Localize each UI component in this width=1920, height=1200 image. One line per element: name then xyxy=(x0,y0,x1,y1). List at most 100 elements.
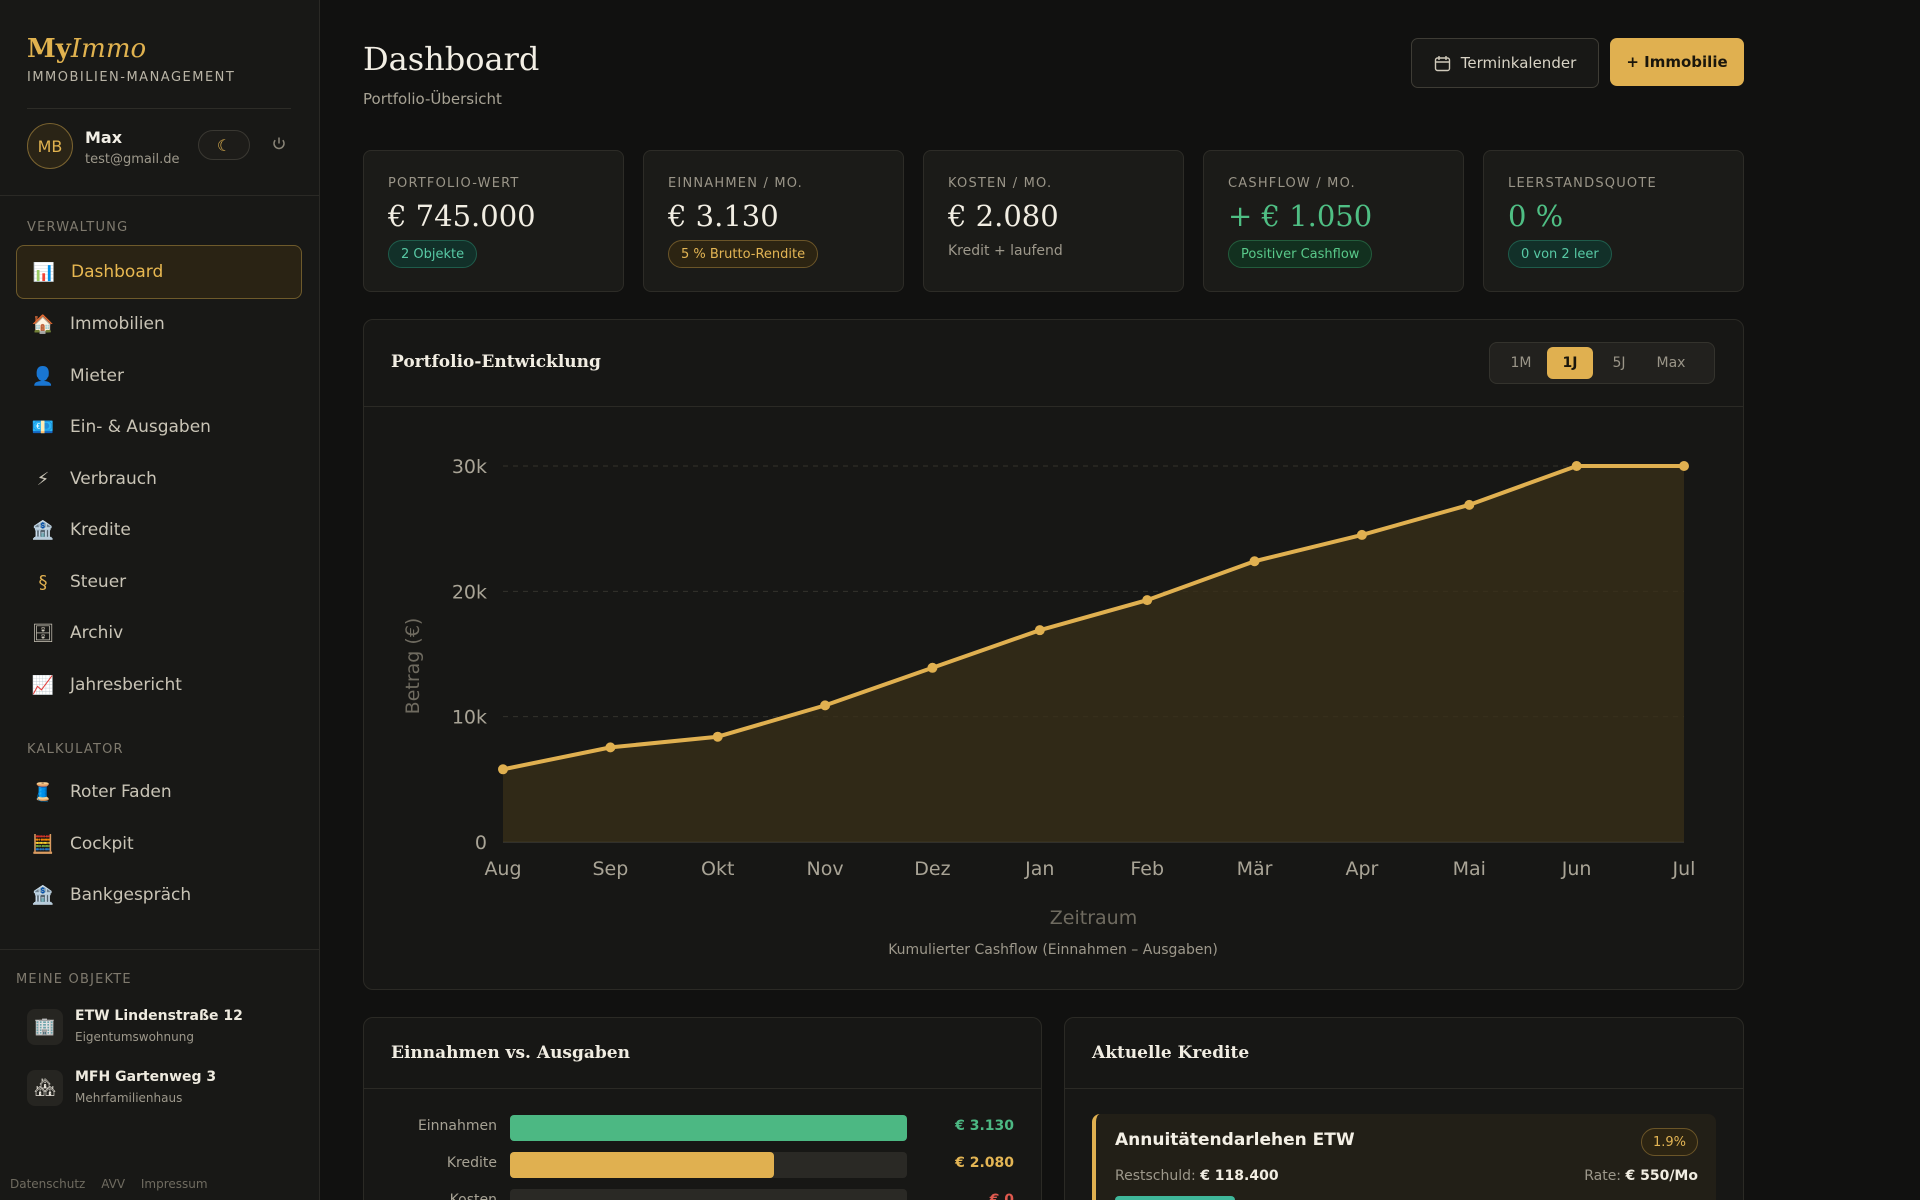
nav-item-bankgespraech[interactable]: 🏦 Bankgespräch xyxy=(16,868,302,922)
bar-track xyxy=(510,1115,907,1141)
nav-item-cockpit[interactable]: 🧮 Cockpit xyxy=(16,817,302,871)
user-email: test@gmail.de xyxy=(85,152,180,167)
add-property-button[interactable]: + Immobilie xyxy=(1610,38,1744,86)
divider xyxy=(0,195,320,196)
loan-name: Annuitätendarlehen ETW xyxy=(1115,1130,1355,1150)
sidebar: MyImmo IMMOBILIEN-MANAGEMENT MB Max test… xyxy=(0,0,320,1200)
nav-item-archiv[interactable]: 🗄 Archiv xyxy=(16,606,302,660)
object-name: ETW Lindenstraße 12 xyxy=(75,1008,243,1024)
y-axis-title: Betrag (€) xyxy=(402,618,424,715)
avatar[interactable]: MB xyxy=(27,123,73,169)
calendar-button[interactable]: Terminkalender xyxy=(1411,38,1599,88)
nav-section-label: VERWALTUNG xyxy=(27,220,129,235)
object-item[interactable]: 🏢 ETW Lindenstraße 12 Eigentumswohnung xyxy=(27,1006,297,1050)
data-point xyxy=(1356,529,1367,540)
paragraph-icon: § xyxy=(38,571,48,593)
brand-name-first: My xyxy=(27,34,71,64)
theme-toggle-button[interactable]: ☾ xyxy=(198,130,250,160)
bar-chart-icon: 📊 xyxy=(32,261,56,283)
chart-caption: Kumulierter Cashflow (Einnahmen – Ausgab… xyxy=(888,942,1218,958)
logout-button[interactable] xyxy=(267,132,291,156)
kpi-badge: 5 % Brutto-Rendite xyxy=(668,240,819,268)
range-option-1j[interactable]: 1J xyxy=(1547,347,1593,379)
card-title: Portfolio-Entwicklung xyxy=(391,352,601,372)
nav-item-label: Roter Faden xyxy=(70,782,172,802)
data-point xyxy=(498,764,508,775)
nav-item-ein-ausgaben[interactable]: 💶 Ein- & Ausgaben xyxy=(16,400,302,454)
x-tick-label: Okt xyxy=(701,858,734,880)
x-tick-label: Dez xyxy=(914,858,950,880)
nav-item-kredite[interactable]: 🏦 Kredite xyxy=(16,503,302,557)
nav-item-label: Immobilien xyxy=(70,314,165,334)
nav-item-verbrauch[interactable]: ⚡ Verbrauch xyxy=(16,452,302,506)
nav-item-label: Cockpit xyxy=(70,834,134,854)
footer-links: Datenschutz AVV Impressum xyxy=(10,1177,220,1191)
nav-item-mieter[interactable]: 👤 Mieter xyxy=(16,349,302,403)
portfolio-chart: 0 10k 20k 30k Aug Sep Okt Nov Dez Jan Feb Mär Apr Mai… xyxy=(402,456,1695,926)
bank-icon: 🏦 xyxy=(31,884,55,906)
kpi-value: € 745.000 xyxy=(388,199,536,233)
bar-row-income: Einnahmen € 3.130 xyxy=(363,1113,1014,1141)
y-tick-label: 20k xyxy=(452,581,487,603)
nav-item-dashboard[interactable]: 📊 Dashboard xyxy=(16,245,302,299)
range-option-1m[interactable]: 1M xyxy=(1510,355,1532,371)
loan-remaining-debt: Restschuld: € 118.400 xyxy=(1115,1168,1279,1184)
brand-logo[interactable]: MyImmo IMMOBILIEN-MANAGEMENT xyxy=(27,34,235,85)
kpi-badge: 2 Objekte xyxy=(388,240,478,268)
page-subtitle: Portfolio-Übersicht xyxy=(363,90,502,108)
user-panel: MB Max test@gmail.de ☾ xyxy=(27,122,297,172)
calendar-icon xyxy=(1434,55,1450,71)
abacus-icon: 🧮 xyxy=(31,833,55,855)
x-tick-label: Jun xyxy=(1561,858,1592,880)
footer-link-datenschutz[interactable]: Datenschutz xyxy=(10,1177,86,1191)
x-tick-label: Mai xyxy=(1453,858,1486,880)
nav-item-immobilien[interactable]: 🏠 Immobilien xyxy=(16,297,302,351)
objects-section-label: MEINE OBJEKTE xyxy=(16,972,132,987)
loan-remaining-label: Restschuld: xyxy=(1115,1168,1196,1184)
bar-track xyxy=(510,1152,907,1178)
nav-item-steuer[interactable]: § Steuer xyxy=(16,555,302,609)
thread-icon: 🧵 xyxy=(31,781,55,803)
user-name: Max xyxy=(85,128,123,147)
range-option-5j[interactable]: 5J xyxy=(1612,355,1626,371)
object-item[interactable]: 🏘 MFH Gartenweg 3 Mehrfamilienhaus xyxy=(27,1067,297,1111)
interest-rate-badge: 1.9% xyxy=(1640,1128,1698,1156)
x-tick-label: Nov xyxy=(807,858,844,880)
kpi-card-portfolio-value: PORTFOLIO-WERT € 745.000 2 Objekte xyxy=(363,150,624,292)
kpi-value: + € 1.050 xyxy=(1228,199,1373,233)
kpi-label: CASHFLOW / MO. xyxy=(1228,176,1356,191)
area-fill xyxy=(503,466,1684,842)
divider xyxy=(364,1088,1041,1089)
nav-item-label: Verbrauch xyxy=(70,469,157,489)
bar-fill xyxy=(510,1152,774,1178)
bar-label: Kredite xyxy=(446,1155,497,1171)
kpi-value: € 3.130 xyxy=(668,199,779,233)
footer-link-avv[interactable]: AVV xyxy=(101,1177,126,1191)
series-line xyxy=(502,464,1684,772)
bar-label: Kosten xyxy=(449,1192,497,1200)
bar-fill xyxy=(510,1115,907,1141)
data-point xyxy=(1142,595,1153,606)
loan-item[interactable]: Annuitätendarlehen ETW 1.9% Restschuld: … xyxy=(1092,1114,1716,1200)
loan-payment-value: € 550/Mo xyxy=(1625,1168,1698,1184)
loan-payment-label: Rate: xyxy=(1584,1168,1622,1184)
nav-item-roter-faden[interactable]: 🧵 Roter Faden xyxy=(16,765,302,819)
kpi-card-costs: KOSTEN / MO. € 2.080 Kredit + laufend xyxy=(923,150,1184,292)
data-point xyxy=(927,662,938,673)
kpi-badge: 0 von 2 leer xyxy=(1508,240,1612,268)
range-option-max[interactable]: Max xyxy=(1656,355,1686,371)
data-point xyxy=(820,700,831,711)
divider xyxy=(27,108,291,109)
nav-item-jahresbericht[interactable]: 📈 Jahresbericht xyxy=(16,658,302,712)
card-title: Einnahmen vs. Ausgaben xyxy=(391,1043,630,1063)
object-name: MFH Gartenweg 3 xyxy=(75,1069,217,1085)
bar-track xyxy=(510,1189,907,1200)
kpi-card-income: EINNAHMEN / MO. € 3.130 5 % Brutto-Rendi… xyxy=(643,150,904,292)
data-point xyxy=(605,742,616,753)
footer-link-impressum[interactable]: Impressum xyxy=(140,1177,208,1191)
bar-row-costs: Kosten € 0 xyxy=(363,1187,1014,1200)
loan-payment: Rate: € 550/Mo xyxy=(1584,1168,1698,1184)
bar-value: € 2.080 xyxy=(955,1155,1014,1171)
y-tick-label: 30k xyxy=(452,456,487,478)
divider xyxy=(1065,1088,1743,1089)
